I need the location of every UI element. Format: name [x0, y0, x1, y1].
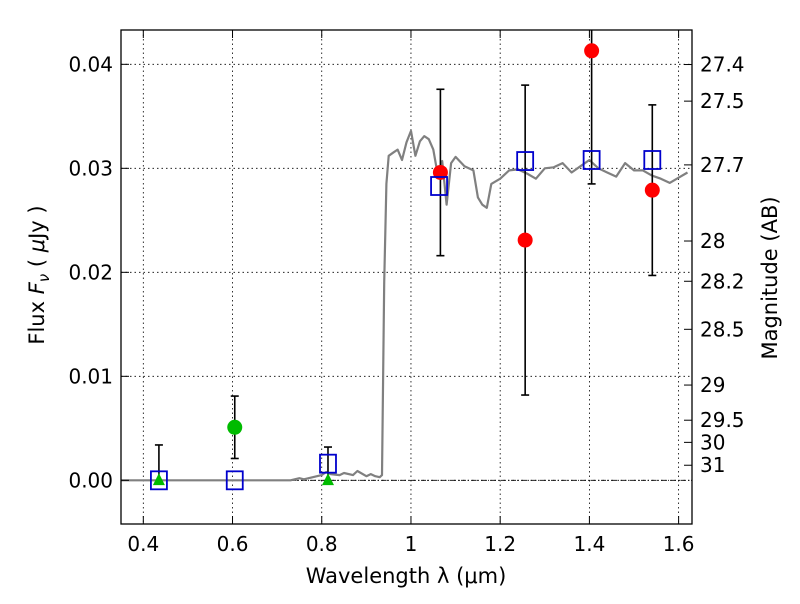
y-tick-label: 0.01: [68, 364, 113, 388]
y-tick-label: 0.04: [68, 52, 113, 76]
model-spectrum-layer: [121, 129, 689, 482]
mag-tick-label: 27.5: [700, 89, 745, 113]
square-model-point: [150, 470, 168, 491]
axes-frame: [120, 29, 693, 525]
x-tick-label: 1.4: [573, 532, 605, 556]
x-tick-label: 1.2: [484, 532, 516, 556]
y-axis-title-prefix: Flux: [25, 294, 49, 344]
y-tick-label: 0.02: [68, 260, 113, 284]
data-points-layer: [150, 30, 662, 491]
mag-tick-label: 29.5: [700, 408, 745, 432]
mag-tick-label: 29: [700, 373, 725, 397]
square-model-point: [319, 453, 337, 474]
y-axis-title-unit-open: (: [25, 252, 49, 274]
model-spectrum-line: [121, 129, 689, 482]
grid-lines: [121, 30, 692, 524]
circle-point: [644, 182, 660, 198]
mag-tick-label: 27.4: [700, 53, 745, 77]
circle-point: [227, 419, 243, 435]
square-model-point: [225, 470, 244, 491]
y-axis-title-subscript: ν: [35, 274, 53, 282]
plot-frame: [120, 29, 693, 525]
mag-tick-label: 28.5: [700, 317, 745, 341]
y-axis-title-mu: μ: [25, 239, 49, 253]
x-tick-label: 0.4: [127, 532, 159, 556]
triangle-upper-limit-point: [152, 473, 165, 486]
y-axis-title-left: Flux Fν ( μJy ): [25, 205, 53, 344]
mag-tick-label: 31: [700, 453, 725, 477]
triangle-upper-limit-point: [321, 473, 334, 486]
y-axis-title-right: Magnitude (AB): [758, 196, 782, 359]
x-axis-title: Wavelength λ (μm): [306, 564, 507, 588]
mag-tick-label: 27.7: [700, 153, 745, 177]
y-axis-title-unit-close: Jy ): [25, 205, 49, 241]
y-axis-title-symbol: F: [25, 281, 49, 294]
mag-tick-label: 30: [700, 430, 725, 454]
tick-labels: 0.4 0.6 0.8 1 1.2 1.4 1.6 0.00 0.01 0.02 0.03 0.04 2…: [68, 52, 744, 556]
y-tick-label: 0.00: [68, 468, 113, 492]
x-tick-label: 0.8: [306, 532, 338, 556]
circle-point: [584, 43, 600, 59]
square-model-point: [516, 151, 535, 171]
x-tick-label: 0.6: [217, 532, 249, 556]
mag-tick-label: 28: [700, 229, 725, 253]
square-model-point: [430, 176, 448, 196]
plot-contents: [121, 30, 689, 491]
mag-tick-label: 28.2: [700, 269, 745, 293]
circle-point: [517, 232, 533, 248]
x-tick-label: 1: [405, 532, 418, 556]
x-tick-label: 1.6: [663, 532, 695, 556]
y-tick-label: 0.03: [68, 156, 113, 180]
square-model-point: [643, 150, 662, 170]
square-model-point: [582, 150, 601, 170]
